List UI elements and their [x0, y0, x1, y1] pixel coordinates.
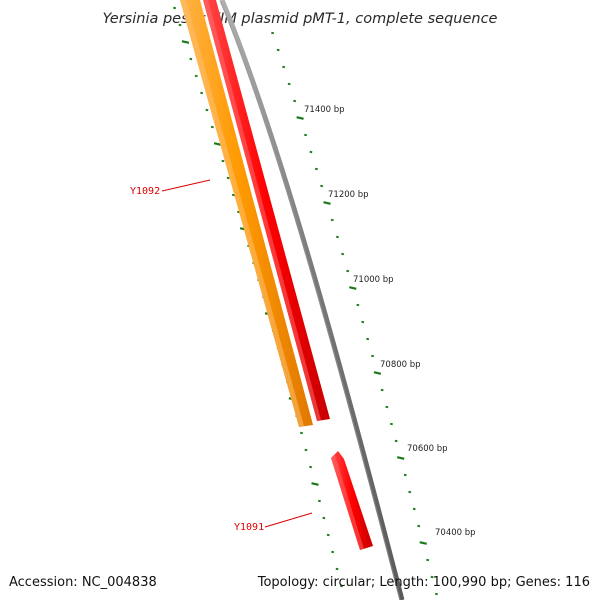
ruler-minor-tick — [178, 23, 182, 27]
map-title: Yersinia pestis KIM plasmid pMT-1, compl… — [103, 11, 498, 27]
gene-y1091-arrow[interactable] — [331, 451, 373, 550]
ruler-minor-tick — [434, 592, 438, 596]
ruler-minor-tick — [317, 499, 321, 503]
gene-y1092-leader-line — [161, 179, 211, 192]
ruler-minor-tick — [221, 159, 225, 163]
ruler-minor-tick — [326, 533, 330, 537]
ruler-minor-tick — [304, 448, 308, 452]
gene-y1092-arrow[interactable] — [203, 0, 330, 421]
ruler-minor-tick — [339, 584, 343, 588]
plasmid-backbone — [219, 0, 405, 600]
axis-label-70600: 70600 bp — [407, 444, 448, 454]
ruler-minor-tick — [322, 516, 326, 520]
ruler-minor-tick — [320, 184, 324, 188]
ruler-minor-tick — [276, 48, 280, 52]
ruler-minor-tick — [361, 320, 365, 324]
ruler-minor-tick — [271, 31, 275, 35]
ruler-minor-tick — [412, 507, 416, 511]
accession-text: Accession: NC_004838 — [9, 575, 157, 590]
axis-label-71200: 71200 bp — [328, 190, 369, 200]
ruler-minor-tick — [341, 252, 345, 256]
axis-label-71400: 71400 bp — [304, 105, 345, 115]
ruler-major-tick — [373, 371, 382, 375]
ruler-minor-tick — [389, 422, 393, 426]
ruler-minor-tick — [335, 567, 339, 571]
ruler-minor-tick — [231, 193, 235, 197]
ruler-minor-tick — [385, 405, 389, 409]
ruler-minor-tick — [309, 150, 313, 154]
ruler-minor-tick — [309, 465, 313, 469]
ruler-minor-tick — [304, 133, 308, 137]
ruler-minor-tick — [366, 337, 370, 341]
ruler-minor-tick — [205, 108, 209, 112]
ruler-minor-tick — [417, 524, 421, 528]
ruler-minor-tick — [293, 99, 297, 103]
ruler-minor-tick — [330, 218, 334, 222]
ruler-major-tick — [396, 456, 405, 460]
axis-label-71000: 71000 bp — [353, 275, 394, 285]
ruler-minor-tick — [226, 176, 230, 180]
ruler-minor-tick — [189, 57, 193, 61]
ruler-major-tick — [181, 40, 190, 44]
ruler-minor-tick — [408, 490, 412, 494]
ruler-minor-tick — [403, 473, 407, 477]
ruler-major-tick — [349, 286, 357, 290]
axis-label-70800: 70800 bp — [380, 360, 421, 370]
ruler-minor-tick — [200, 91, 204, 95]
topology-summary-text: Topology: circular; Length: 100,990 bp; … — [257, 575, 590, 590]
ruler-minor-tick — [394, 439, 398, 443]
gene-y1092-label[interactable]: Y1092 — [130, 186, 160, 197]
ruler-minor-tick — [335, 235, 339, 239]
ruler-minor-tick — [426, 558, 430, 562]
ruler-minor-tick — [346, 269, 350, 273]
ruler-minor-tick — [371, 354, 375, 358]
axis-label-70400: 70400 bp — [435, 528, 476, 538]
ruler-minor-tick — [314, 167, 318, 171]
ruler-minor-tick — [430, 575, 434, 579]
ruler-major-tick — [311, 482, 319, 486]
gene-y1092-reverse-arrow[interactable] — [180, 0, 313, 427]
ruler-minor-tick — [210, 125, 214, 129]
ruler-minor-tick — [356, 303, 360, 307]
ruler-minor-tick — [173, 6, 177, 10]
ruler-major-tick — [419, 541, 427, 545]
ruler-major-tick — [296, 116, 304, 120]
ruler-minor-tick — [380, 388, 384, 392]
gene-y1091-leader-line — [264, 512, 313, 528]
ruler-minor-tick — [331, 550, 335, 554]
ruler-minor-tick — [299, 431, 303, 435]
ruler-major-tick — [213, 142, 222, 146]
ruler-minor-tick — [287, 82, 291, 86]
ruler-major-tick — [323, 201, 331, 205]
gene-y1091-label[interactable]: Y1091 — [234, 522, 264, 533]
ruler-minor-tick — [194, 74, 198, 78]
ruler-minor-tick — [282, 65, 286, 69]
